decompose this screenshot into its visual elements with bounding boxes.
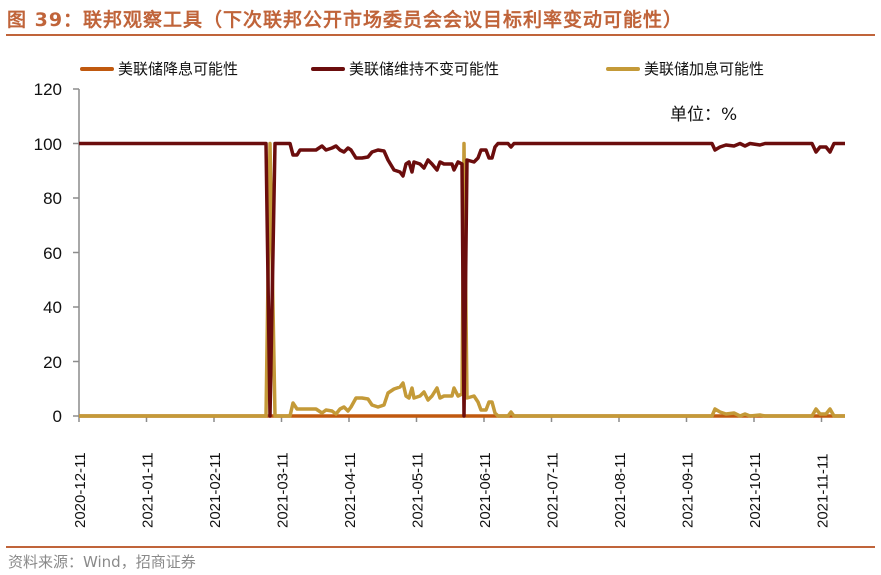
legend-label-cut: 美联储降息可能性	[118, 60, 239, 78]
x-tick-label: 2021-06-11	[477, 452, 494, 528]
figure-title: 图 39：联邦观察工具（下次联邦公开市场委员会会议目标利率变动可能性）	[7, 9, 684, 31]
y-tick-0: 0	[53, 407, 62, 426]
source-note: 资料来源：Wind，招商证券	[8, 553, 196, 571]
y-tick-120: 120	[34, 80, 62, 99]
x-tick-label: 2021-10-11	[747, 452, 764, 528]
legend-item-cut: 美联储降息可能性	[80, 58, 238, 79]
x-tick-label: 2021-02-11	[207, 452, 224, 528]
x-tick-label: 2021-08-11	[612, 452, 629, 528]
legend-swatch-hike	[606, 66, 640, 71]
x-tick-label: 2021-09-11	[680, 452, 697, 528]
y-tick-40: 40	[43, 298, 62, 317]
x-tick-label: 2020-12-11	[72, 452, 89, 528]
legend-swatch-hold	[311, 66, 345, 71]
series-line-hold	[79, 141, 845, 418]
title-divider	[6, 34, 875, 36]
y-tick-60: 60	[43, 244, 62, 263]
x-axis: 2020-12-11 2021-01-11 2021-02-11 2021-03…	[72, 415, 845, 528]
legend-item-hold: 美联储维持不变可能性	[311, 58, 499, 79]
x-tick-label: 2021-11-11	[815, 453, 832, 528]
x-tick-label: 2021-07-11	[545, 452, 562, 528]
legend-swatch-cut	[80, 66, 114, 71]
chart-legend: 美联储降息可能性 美联储维持不变可能性 美联储加息可能性	[0, 58, 881, 82]
x-tick-label: 2021-01-11	[140, 452, 157, 528]
y-tick-20: 20	[43, 353, 62, 372]
unit-label: 单位：%	[670, 105, 738, 125]
source-divider	[6, 546, 875, 548]
legend-item-hike: 美联储加息可能性	[606, 58, 764, 79]
x-tick-label: 2021-03-11	[275, 452, 292, 528]
x-tick-label: 2021-04-11	[342, 452, 359, 528]
y-tick-80: 80	[43, 189, 62, 208]
y-axis: 120 100 80 60 40 20 0	[34, 80, 80, 426]
legend-label-hike: 美联储加息可能性	[644, 60, 765, 78]
x-tick-label: 2021-05-11	[410, 452, 427, 528]
series-line-hike	[79, 141, 845, 418]
y-tick-100: 100	[34, 135, 62, 154]
legend-label-hold: 美联储维持不变可能性	[349, 60, 500, 78]
